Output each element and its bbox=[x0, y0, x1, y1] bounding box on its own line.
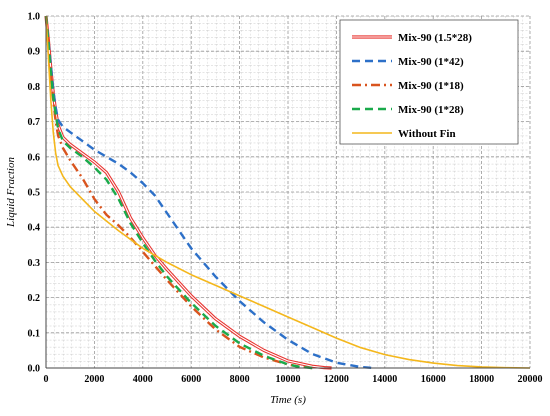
x-tick-label: 10000 bbox=[276, 374, 301, 385]
x-tick-label: 20000 bbox=[518, 374, 543, 385]
y-tick-label: 0.6 bbox=[28, 152, 41, 163]
series-layer bbox=[44, 15, 531, 370]
y-tick-label: 0.8 bbox=[28, 82, 41, 93]
y-tick-label: 0.3 bbox=[28, 258, 41, 269]
x-tick-label: 6000 bbox=[181, 374, 201, 385]
y-tick-label: 0.7 bbox=[28, 117, 41, 128]
y-axis-title: Liquid Fraction bbox=[5, 157, 17, 228]
x-tick-label: 8000 bbox=[230, 374, 250, 385]
x-tick-label: 4000 bbox=[133, 374, 153, 385]
x-tick-label: 12000 bbox=[324, 374, 349, 385]
series-line-4 bbox=[45, 15, 531, 369]
series-line-3 bbox=[44, 15, 313, 370]
x-tick-label: 14000 bbox=[372, 374, 397, 385]
legend: Mix-90 (1.5*28) Mix-90 (1*42) Mix-90 (1*18… bbox=[339, 19, 519, 145]
legend-items: Mix-90 (1.5*28) Mix-90 (1*42) Mix-90 (1*18… bbox=[352, 32, 472, 140]
y-tick-label: 0.2 bbox=[28, 293, 41, 304]
axes bbox=[45, 16, 530, 369]
y-tick-label: 0.1 bbox=[28, 328, 41, 339]
y-axis-ticks: 0.0 0.1 0.2 0.3 0.4 0.5 0.6 0.7 0.8 0.9 1.0 bbox=[28, 12, 41, 375]
x-axis-ticks: 0 2000 4000 6000 8000 10000 12000 14000 16000 180… bbox=[44, 374, 543, 385]
y-tick-label: 0.0 bbox=[28, 364, 41, 375]
legend-label-2: Mix-90 (1*18) bbox=[398, 80, 464, 92]
legend-label-4: Without Fin bbox=[398, 128, 456, 140]
legend-label-3: Mix-90 (1*28) bbox=[398, 104, 464, 116]
y-tick-label: 1.0 bbox=[28, 12, 41, 23]
legend-label-1: Mix-90 (1*42) bbox=[398, 56, 464, 68]
legend-label-0: Mix-90 (1.5*28) bbox=[398, 32, 472, 44]
major-grid bbox=[46, 15, 531, 368]
x-tick-label: 2000 bbox=[84, 374, 104, 385]
y-tick-label: 0.5 bbox=[28, 188, 41, 199]
x-tick-label: 0 bbox=[44, 374, 49, 385]
x-axis-title: Time (s) bbox=[270, 394, 306, 406]
x-tick-label: 18000 bbox=[469, 374, 494, 385]
legend-box bbox=[339, 19, 519, 145]
y-tick-label: 0.4 bbox=[28, 223, 41, 234]
x-tick-label: 16000 bbox=[421, 374, 446, 385]
y-tick-label: 0.9 bbox=[28, 47, 41, 58]
